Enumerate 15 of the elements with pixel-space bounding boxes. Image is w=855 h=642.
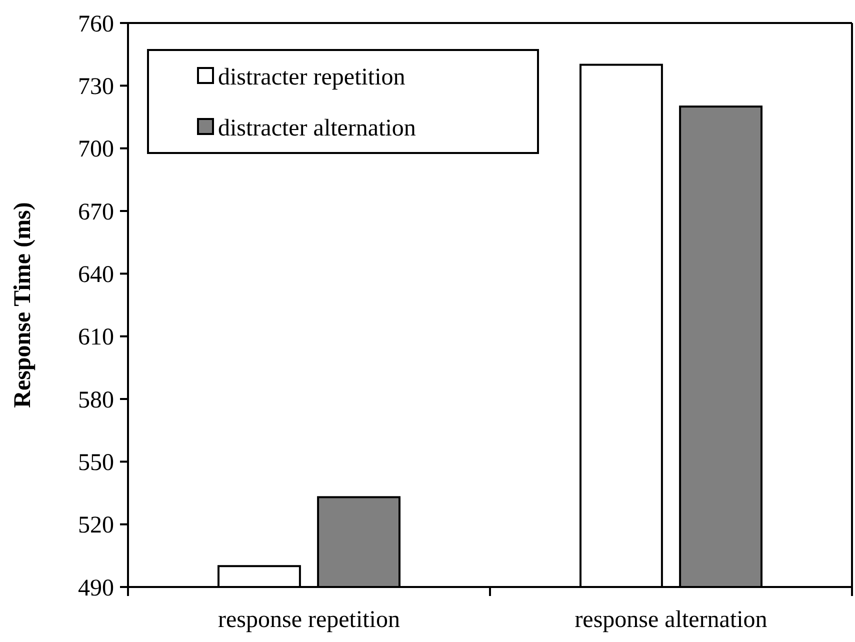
y-axis-title: Response Time (ms) xyxy=(10,202,36,408)
y-tick-label: 640 xyxy=(78,262,114,288)
x-tick-label: response repetition xyxy=(218,607,400,633)
legend-label: distracter repetition xyxy=(218,64,406,90)
y-tick-label: 730 xyxy=(78,74,114,100)
y-tick-label: 610 xyxy=(78,324,114,351)
y-tick-label: 580 xyxy=(78,387,114,414)
y-tick-label: 520 xyxy=(78,512,114,539)
y-tick-label: 550 xyxy=(78,450,114,476)
y-tick-label: 670 xyxy=(78,199,114,226)
y-tick-label: 700 xyxy=(78,136,114,163)
y-tick-label: 490 xyxy=(78,575,114,602)
x-tick-label: response alternation xyxy=(574,607,768,633)
y-tick-label: 760 xyxy=(78,11,114,38)
legend-label: distracter alternation xyxy=(218,115,416,142)
